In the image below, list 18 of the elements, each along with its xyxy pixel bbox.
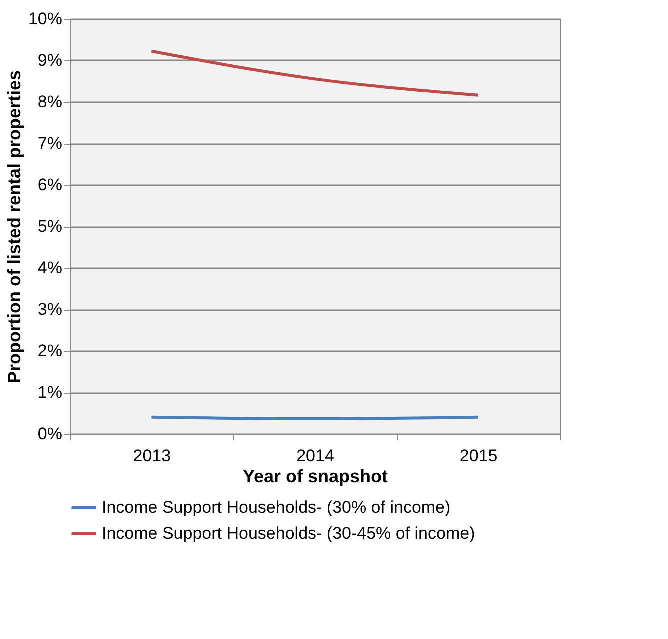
x-tick-label: 2013 <box>133 446 172 466</box>
x-axis-title: Year of snapshot <box>242 466 388 486</box>
y-tick-label: 3% <box>38 300 62 319</box>
x-tick-label: 2014 <box>296 446 334 466</box>
legend-label: Income Support Households- (30% of income) <box>102 498 451 517</box>
y-tick-label: 9% <box>38 51 62 70</box>
x-tick-label: 2015 <box>460 446 498 466</box>
y-tick-label: 4% <box>38 258 62 278</box>
y-tick-label: 2% <box>38 342 62 360</box>
legend-label: Income Support Households- (30-45% of income) <box>102 524 476 543</box>
y-tick-label: 1% <box>38 383 62 402</box>
y-tick-label: 8% <box>38 92 62 112</box>
y-tick-label: 0% <box>38 424 62 444</box>
y-tick-label: 6% <box>38 176 62 194</box>
y-tick-label: 7% <box>38 134 62 153</box>
y-axis-title: Proportion of listed rental properties <box>4 70 24 384</box>
y-tick-label: 10% <box>28 10 62 28</box>
y-tick-label: 5% <box>38 217 62 236</box>
